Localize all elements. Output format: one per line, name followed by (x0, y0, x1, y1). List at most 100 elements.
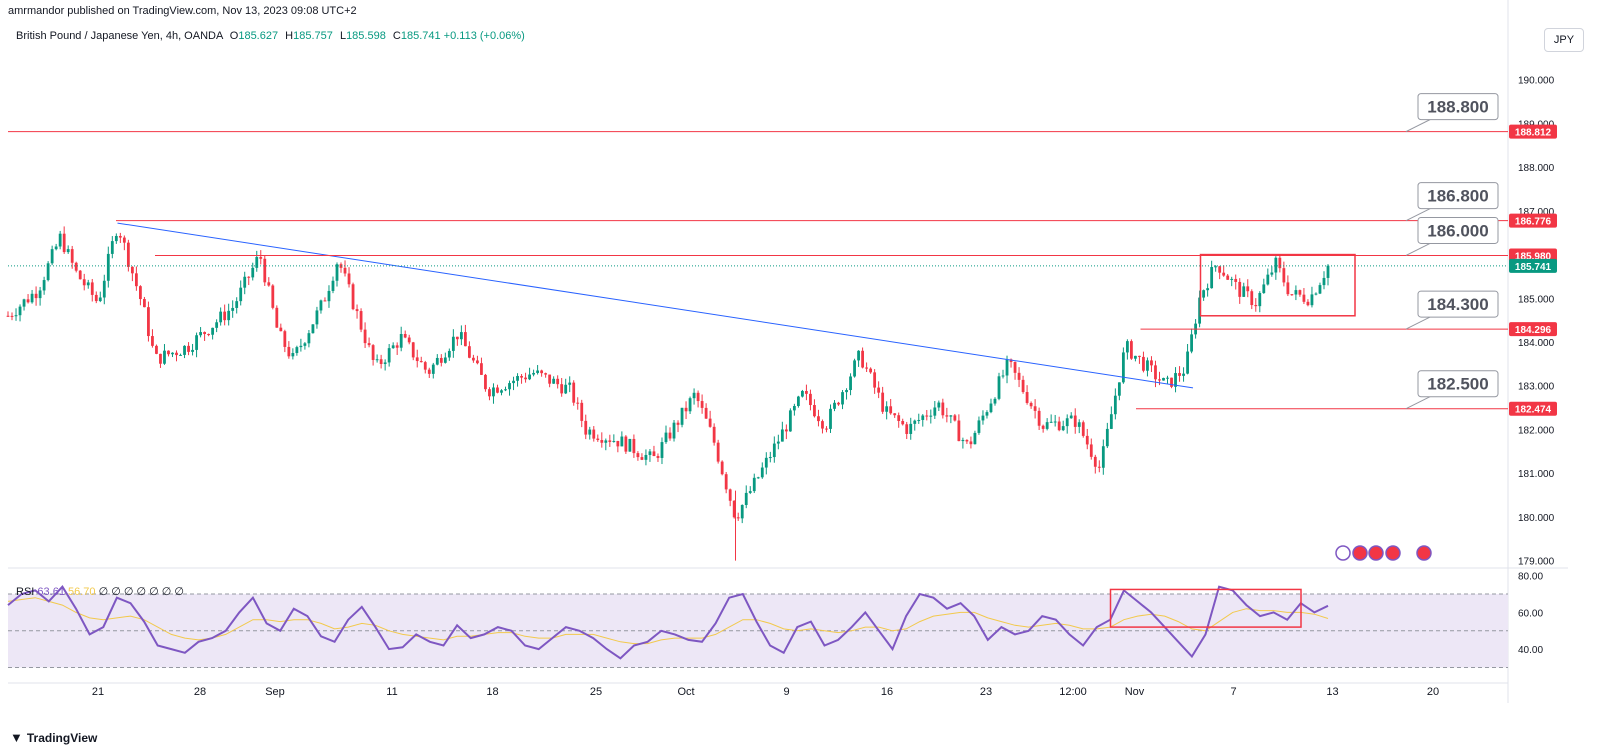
candle (179, 353, 182, 356)
candle (259, 250, 263, 265)
candle (415, 349, 419, 368)
time-tick-label: 7 (1230, 686, 1236, 698)
candle (86, 279, 90, 289)
candle-body (14, 315, 18, 317)
candle-body (496, 387, 499, 393)
candle (484, 373, 487, 392)
candle-body (38, 290, 42, 299)
candle-body (813, 405, 816, 417)
candle-body (106, 253, 110, 281)
candle-body (576, 402, 580, 404)
candle-body (628, 438, 632, 452)
callout-pointer (1405, 119, 1431, 133)
candle-body (1222, 272, 1226, 276)
candle (584, 414, 588, 440)
candle (1041, 424, 1045, 433)
candle (1326, 264, 1330, 286)
currency-button[interactable]: JPY (1544, 28, 1584, 52)
candle-body (299, 345, 303, 348)
candle-body (584, 420, 588, 435)
candle (307, 330, 311, 348)
candle (1005, 355, 1009, 384)
candle-body (34, 293, 38, 299)
candle-body (467, 346, 471, 358)
callout-label: 184.300 (1427, 295, 1488, 314)
price-tick-label: 188.000 (1518, 163, 1555, 174)
candle-body (520, 375, 523, 378)
candle (1166, 375, 1169, 384)
candle (488, 387, 491, 401)
candle (1182, 367, 1185, 382)
rsi-tick-label: 80.00 (1518, 572, 1543, 583)
candle (219, 307, 223, 326)
candle-body (756, 477, 760, 479)
candle (223, 304, 227, 326)
candle-body (997, 376, 1001, 399)
candle (897, 412, 901, 428)
candle (1097, 460, 1101, 473)
candle-body (371, 345, 375, 360)
candle-body (885, 406, 889, 412)
rsi-ma-line (7, 597, 1329, 645)
candle-body (1057, 421, 1061, 431)
candle (508, 380, 511, 396)
candle-body (1162, 377, 1165, 381)
rsi-axis-ticks: 80.00 60.00 40.00 (1518, 572, 1543, 656)
candle-body (620, 436, 624, 447)
candle (764, 452, 768, 475)
candle-body (592, 429, 596, 439)
candle-body (1077, 422, 1081, 427)
candle (331, 276, 335, 294)
candle (18, 304, 22, 322)
candle (893, 413, 897, 418)
candle (1250, 289, 1254, 310)
candle-body (1037, 410, 1041, 426)
candle-body (1033, 406, 1037, 411)
candle-body (696, 392, 700, 402)
candle-body (905, 424, 909, 434)
candle (34, 286, 38, 306)
candle (467, 341, 471, 359)
level-tag-label: 186.776 (1515, 217, 1552, 228)
level-tag: 186.776 (1509, 213, 1557, 228)
candle (1077, 419, 1081, 434)
candle-body (796, 396, 800, 407)
tradingview-footer[interactable]: ▼ TradingView (10, 730, 97, 745)
candle (668, 427, 672, 441)
candle-body (26, 299, 30, 303)
candle-body (1214, 266, 1218, 268)
candle-body (929, 415, 933, 417)
candle (941, 398, 945, 419)
candle (981, 410, 985, 425)
candle (516, 373, 519, 387)
rsi-legend: RSI 63.61 56.70 ∅ ∅ ∅ ∅ ∅ ∅ ∅ (16, 585, 184, 598)
candle-body (817, 416, 820, 422)
candle-body (476, 360, 479, 364)
candle (540, 369, 544, 377)
candle-body (1318, 285, 1322, 294)
candle (945, 407, 949, 423)
candle-body (251, 267, 255, 278)
candle (443, 352, 447, 364)
candle (696, 390, 700, 408)
candle-body (744, 492, 748, 505)
candle (203, 331, 206, 341)
candle-body (118, 235, 122, 238)
candle-body (399, 334, 403, 348)
candle-body (528, 374, 531, 380)
candle-body (58, 233, 62, 247)
candle-body (833, 402, 836, 409)
candle-body (1045, 422, 1049, 429)
candle-body (564, 384, 568, 394)
candle (1306, 299, 1310, 307)
candle-body (431, 364, 435, 374)
candle-body (612, 440, 616, 442)
candle (411, 341, 415, 361)
candle (865, 362, 869, 373)
price-tick-label: 183.000 (1518, 382, 1555, 393)
rsi-tick-label: 40.00 (1518, 645, 1543, 656)
footer-brand: TradingView (26, 730, 98, 745)
candle (1045, 418, 1049, 431)
candle-body (1125, 341, 1129, 353)
